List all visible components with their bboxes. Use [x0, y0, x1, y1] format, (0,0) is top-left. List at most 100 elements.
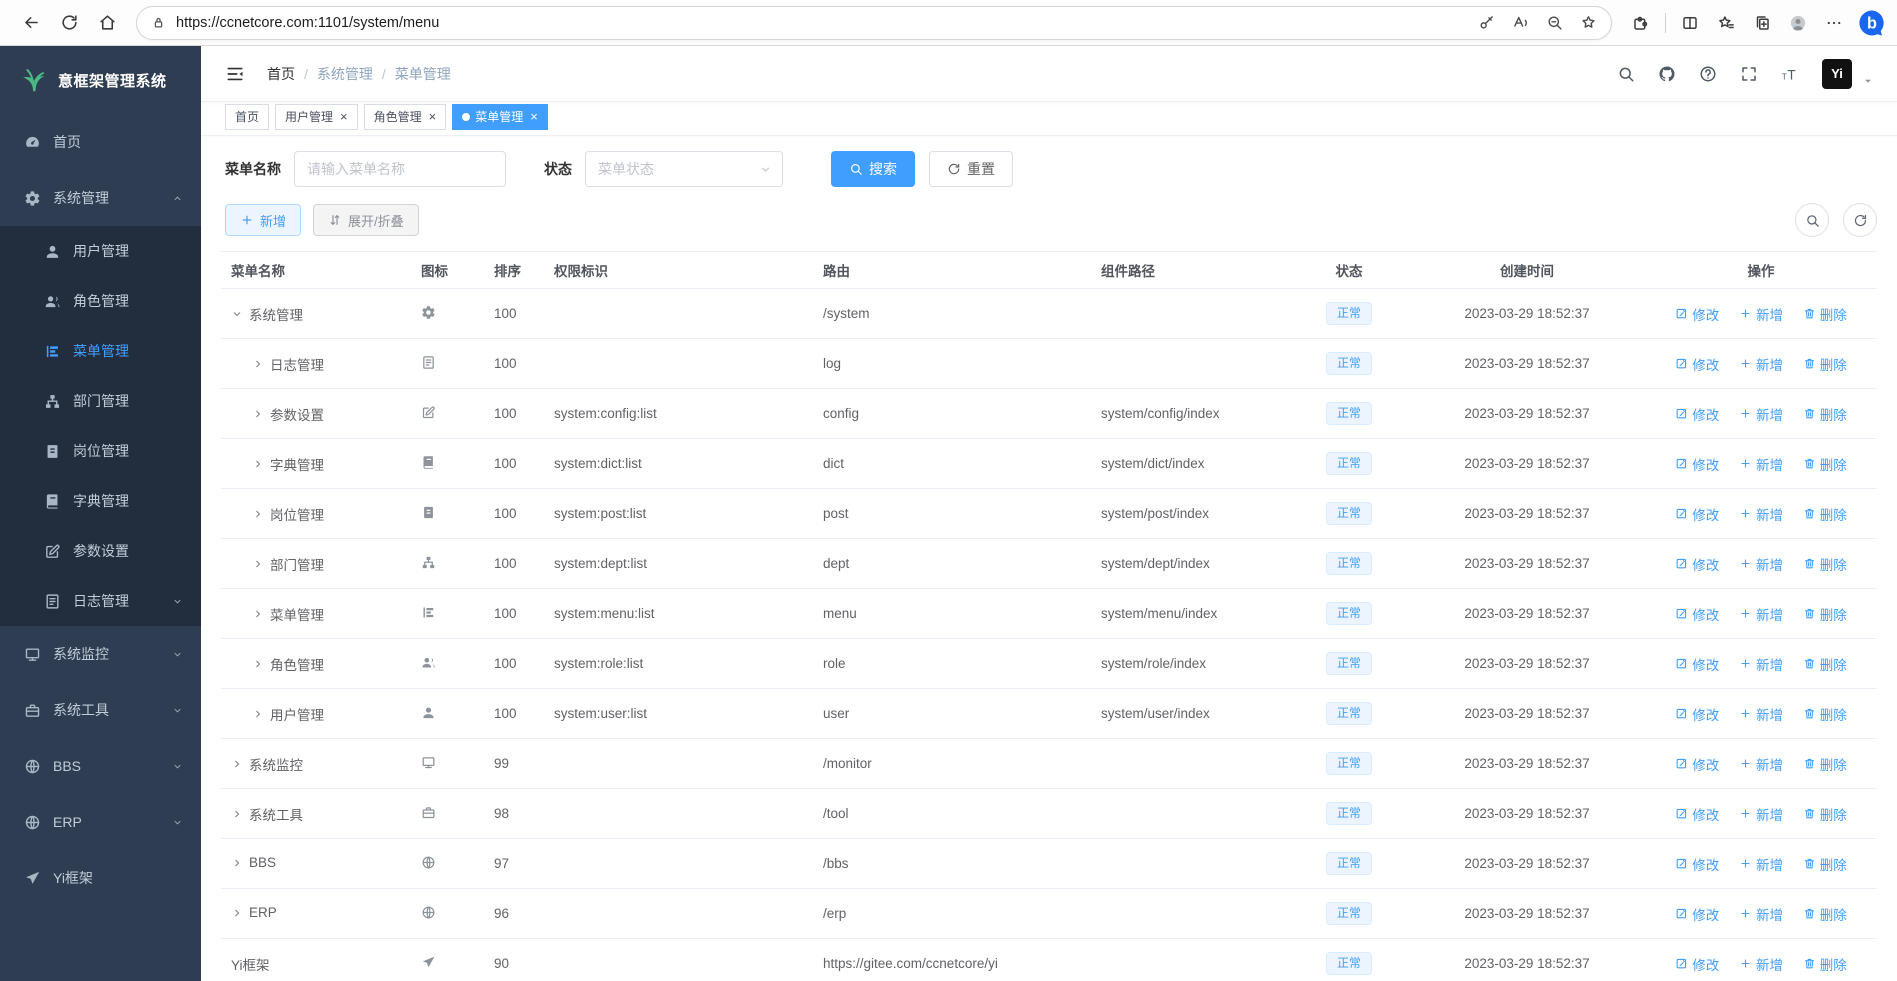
browser-refresh-button[interactable] [52, 6, 86, 40]
edit-link[interactable]: 修改 [1675, 804, 1719, 824]
help-icon[interactable] [1699, 65, 1717, 83]
favorites-button[interactable] [1709, 6, 1743, 40]
table-row[interactable]: 部门管理 100 system:dept:list dept system/de… [221, 538, 1877, 589]
sidebar-item-role-mgmt[interactable]: 角色管理 [0, 276, 201, 326]
delete-link[interactable]: 删除 [1803, 304, 1847, 324]
table-row[interactable]: ERP 96 /erp 正常 2023-03-29 18:52:37 修改 新增… [221, 888, 1877, 939]
add-link[interactable]: 新增 [1739, 454, 1783, 474]
url-text[interactable]: https://ccnetcore.com:1101/system/menu [176, 14, 440, 31]
edit-link[interactable]: 修改 [1675, 954, 1719, 974]
avatar-caret-icon[interactable] [1863, 76, 1873, 86]
edit-link[interactable]: 修改 [1675, 704, 1719, 724]
sidebar-item-dept-mgmt[interactable]: 部门管理 [0, 376, 201, 426]
breadcrumb-item[interactable]: 系统管理 [316, 65, 373, 82]
add-link[interactable]: 新增 [1739, 804, 1783, 824]
add-link[interactable]: 新增 [1739, 854, 1783, 874]
delete-link[interactable]: 删除 [1803, 954, 1847, 974]
collapse-sidebar-icon[interactable] [225, 64, 245, 84]
breadcrumb-item[interactable]: 菜单管理 [394, 65, 451, 82]
show-search-button[interactable] [1795, 203, 1829, 237]
add-link[interactable]: 新增 [1739, 554, 1783, 574]
sidebar-item-system-monitor[interactable]: 系统监控 [0, 626, 201, 682]
sidebar-item-menu-mgmt[interactable]: 菜单管理 [0, 326, 201, 376]
delete-link[interactable]: 删除 [1803, 854, 1847, 874]
edit-link[interactable]: 修改 [1675, 904, 1719, 924]
status-select[interactable]: 菜单状态 [585, 151, 783, 187]
edit-link[interactable]: 修改 [1675, 354, 1719, 374]
tab-role-mgmt[interactable]: 角色管理 × [363, 103, 447, 130]
address-bar[interactable]: https://ccnetcore.com:1101/system/menu [136, 5, 1612, 40]
header-search-icon[interactable] [1617, 65, 1635, 83]
table-row[interactable]: 日志管理 100 log 正常 2023-03-29 18:52:37 修改 新… [221, 338, 1877, 389]
bing-chat-icon[interactable]: b [1857, 8, 1887, 38]
breadcrumb-item[interactable]: 首页 [267, 65, 295, 82]
edit-link[interactable]: 修改 [1675, 304, 1719, 324]
search-button[interactable]: 搜索 [831, 151, 915, 187]
add-link[interactable]: 新增 [1739, 304, 1783, 324]
sidebar-item-param-settings[interactable]: 参数设置 [0, 526, 201, 576]
tab-user-mgmt[interactable]: 用户管理 × [275, 103, 358, 130]
sidebar-item-system-mgmt[interactable]: 系统管理 [0, 170, 201, 226]
refresh-table-button[interactable] [1843, 203, 1877, 237]
edit-link[interactable]: 修改 [1675, 554, 1719, 574]
delete-link[interactable]: 删除 [1803, 704, 1847, 724]
delete-link[interactable]: 删除 [1803, 454, 1847, 474]
edit-link[interactable]: 修改 [1675, 404, 1719, 424]
add-link[interactable]: 新增 [1739, 404, 1783, 424]
close-icon[interactable]: × [340, 109, 348, 124]
table-row[interactable]: 系统工具 98 /tool 正常 2023-03-29 18:52:37 修改 … [221, 788, 1877, 839]
table-row[interactable]: 参数设置 100 system:config:list config syste… [221, 388, 1877, 439]
delete-link[interactable]: 删除 [1803, 404, 1847, 424]
sidebar-item-post-mgmt[interactable]: 岗位管理 [0, 426, 201, 476]
browser-menu-button[interactable] [1817, 6, 1851, 40]
close-icon[interactable]: × [428, 109, 437, 124]
edit-link[interactable]: 修改 [1675, 654, 1719, 674]
table-row[interactable]: BBS 97 /bbs 正常 2023-03-29 18:52:37 修改 新增… [221, 838, 1877, 889]
add-favorite-button[interactable] [1573, 8, 1603, 38]
table-row[interactable]: 岗位管理 100 system:post:list post system/po… [221, 488, 1877, 539]
extensions-button[interactable] [1624, 6, 1658, 40]
add-link[interactable]: 新增 [1739, 654, 1783, 674]
sidebar-item-bbs[interactable]: BBS [0, 738, 201, 794]
delete-link[interactable]: 删除 [1803, 754, 1847, 774]
edit-link[interactable]: 修改 [1675, 604, 1719, 624]
profile-button[interactable] [1781, 6, 1815, 40]
close-icon[interactable]: × [530, 109, 538, 124]
table-row[interactable]: 系统监控 99 /monitor 正常 2023-03-29 18:52:37 … [221, 738, 1877, 789]
split-screen-button[interactable] [1673, 6, 1707, 40]
table-row[interactable]: 字典管理 100 system:dict:list dict system/di… [221, 438, 1877, 489]
edit-link[interactable]: 修改 [1675, 854, 1719, 874]
add-link[interactable]: 新增 [1739, 354, 1783, 374]
tab-menu-mgmt[interactable]: 菜单管理 × [452, 103, 548, 130]
delete-link[interactable]: 删除 [1803, 804, 1847, 824]
edit-link[interactable]: 修改 [1675, 504, 1719, 524]
fullscreen-icon[interactable] [1740, 65, 1758, 83]
table-row[interactable]: 菜单管理 100 system:menu:list menu system/me… [221, 588, 1877, 639]
delete-link[interactable]: 删除 [1803, 354, 1847, 374]
table-row[interactable]: 系统管理 100 /system 正常 2023-03-29 18:52:37 … [221, 288, 1877, 339]
add-link[interactable]: 新增 [1739, 954, 1783, 974]
sidebar-item-user-mgmt[interactable]: 用户管理 [0, 226, 201, 276]
password-button[interactable] [1471, 8, 1501, 38]
app-logo[interactable]: 意框架管理系统 [0, 46, 201, 114]
zoom-out-button[interactable] [1539, 8, 1569, 38]
delete-link[interactable]: 删除 [1803, 654, 1847, 674]
edit-link[interactable]: 修改 [1675, 454, 1719, 474]
edit-link[interactable]: 修改 [1675, 754, 1719, 774]
browser-home-button[interactable] [90, 6, 124, 40]
reset-button[interactable]: 重置 [929, 151, 1013, 187]
add-link[interactable]: 新增 [1739, 704, 1783, 724]
sidebar-item-dict-mgmt[interactable]: 字典管理 [0, 476, 201, 526]
sidebar-item-yi-framework[interactable]: Yi框架 [0, 850, 201, 906]
table-row[interactable]: 角色管理 100 system:role:list role system/ro… [221, 638, 1877, 689]
delete-link[interactable]: 删除 [1803, 504, 1847, 524]
sidebar-item-system-tools[interactable]: 系统工具 [0, 682, 201, 738]
menu-name-input[interactable] [294, 151, 506, 187]
add-link[interactable]: 新增 [1739, 754, 1783, 774]
add-button[interactable]: 新增 [225, 204, 302, 236]
collections-button[interactable] [1745, 6, 1779, 40]
tab-home[interactable]: 首页 [225, 103, 270, 130]
sidebar-item-erp[interactable]: ERP [0, 794, 201, 850]
add-link[interactable]: 新增 [1739, 604, 1783, 624]
